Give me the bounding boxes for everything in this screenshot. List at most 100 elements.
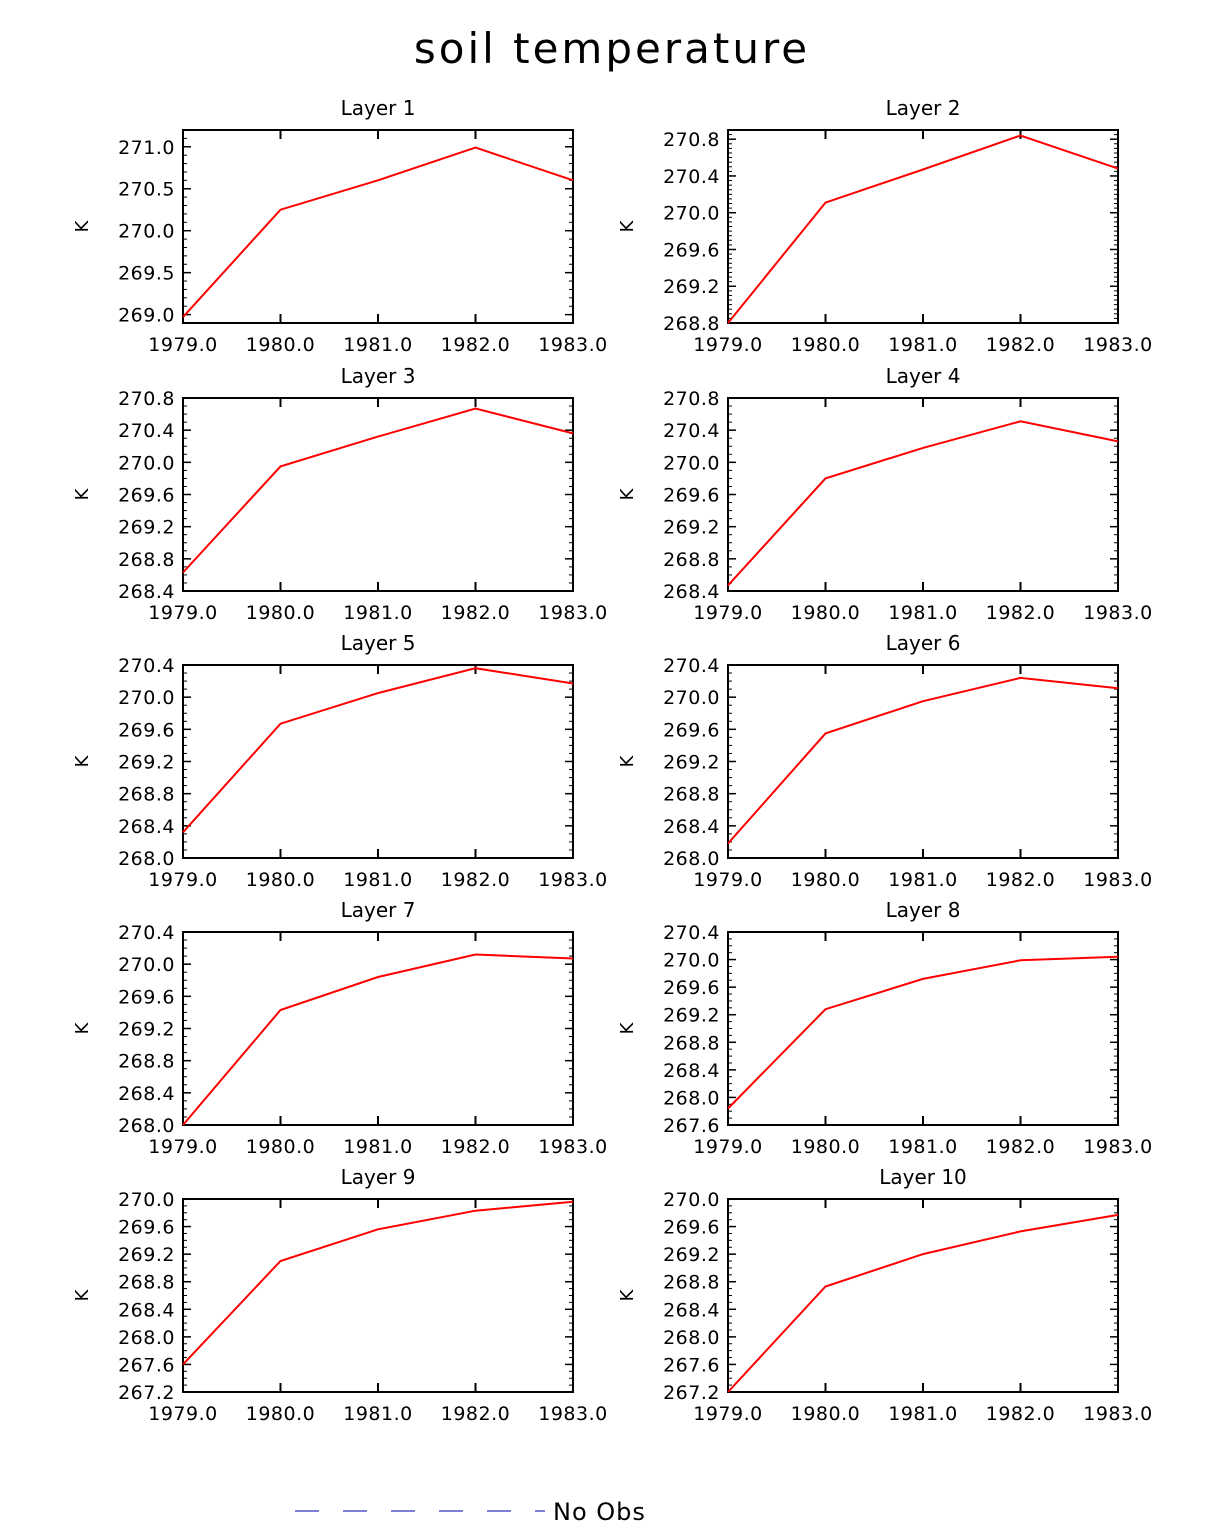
x-tick-label: 1980.0 [791,602,860,624]
y-axis-label: K [617,754,638,767]
panel-layer-5: Layer 5 K 1979.0 1980.0 1981.0 1982.0 1983.0 26… [72,631,607,891]
panel-layer-8: Layer 8 K 1979.0 1980.0 1981.0 1982.0 1983.0 26… [617,898,1152,1158]
y-tick-label: 270.8 [663,129,720,151]
series-line [727,420,1119,587]
y-tick-label: 270.0 [118,221,175,243]
y-tick-label: 269.6 [663,239,720,261]
series-line [727,134,1119,324]
plot-frame [727,129,1119,324]
x-tick-label: 1980.0 [791,1136,860,1158]
x-tick-label: 1983.0 [1083,1403,1152,1425]
panel-title: Layer 6 [886,631,961,655]
y-tick-label: 269.0 [118,305,175,327]
y-tick-label: 269.2 [663,1244,720,1266]
x-tick-label: 1980.0 [246,1403,315,1425]
x-tick-label: 1979.0 [148,334,217,356]
y-tick-label: 270.0 [118,452,175,474]
x-tick-label: 1980.0 [246,602,315,624]
y-tick-label: 269.2 [118,517,175,539]
y-tick-label: 270.0 [663,452,720,474]
y-tick-label: 268.4 [118,1083,175,1105]
x-tick-label: 1979.0 [693,1136,762,1158]
y-tick-label: 267.2 [118,1382,175,1404]
y-tick-label: 270.4 [118,420,175,442]
x-tick-label: 1982.0 [986,1403,1055,1425]
x-tick-label: 1979.0 [693,334,762,356]
y-tick-label: 267.6 [663,1115,720,1137]
chart-panels: Layer 1 K 1979.0 1980.0 1981.0 1982.0 1983.0 26… [72,96,1152,1425]
panel-layer-7: Layer 7 K 1979.0 1980.0 1981.0 1982.0 1983.0 26… [72,898,607,1158]
y-axis-label: K [72,1288,93,1301]
y-tick-label: 268.0 [663,1087,720,1109]
x-tick-label: 1983.0 [538,602,607,624]
y-axis-label: K [72,219,93,232]
y-tick-label: 268.0 [118,1115,175,1137]
x-tick-label: 1979.0 [693,869,762,891]
y-tick-label: 270.0 [118,954,175,976]
y-tick-label: 268.8 [118,549,175,571]
y-tick-label: 268.4 [663,1060,720,1082]
y-tick-label: 269.2 [663,1005,720,1027]
x-tick-label: 1982.0 [441,602,510,624]
x-tick-label: 1983.0 [538,1136,607,1158]
x-tick-label: 1982.0 [441,334,510,356]
series-line [182,953,574,1126]
x-tick-label: 1979.0 [693,1403,762,1425]
y-tick-label: 270.0 [118,1189,175,1211]
legend-no-obs-label: No Obs [553,1498,646,1522]
y-tick-label: 268.4 [118,1299,175,1321]
y-tick-label: 268.8 [663,549,720,571]
plot-frame [727,1198,1119,1393]
x-tick-label: 1980.0 [791,1403,860,1425]
x-tick-label: 1983.0 [538,869,607,891]
y-tick-label: 270.4 [663,922,720,944]
y-tick-label: 269.2 [118,1244,175,1266]
x-tick-label: 1981.0 [888,1136,957,1158]
y-tick-label: 268.4 [118,816,175,838]
panel-layer-1: Layer 1 K 1979.0 1980.0 1981.0 1982.0 1983.0 26… [72,96,607,356]
y-axis-label: K [617,219,638,232]
figure-title: soil temperature [414,24,810,73]
y-tick-label: 268.0 [118,848,175,870]
y-tick-label: 270.4 [118,922,175,944]
y-tick-label: 268.4 [663,581,720,603]
y-axis-label: K [617,1021,638,1034]
panel-layer-9: Layer 9 K 1979.0 1980.0 1981.0 1982.0 1983.0 26… [72,1165,607,1425]
x-tick-label: 1983.0 [1083,334,1152,356]
y-tick-label: 270.4 [663,166,720,188]
y-tick-label: 270.4 [663,655,720,677]
y-tick-label: 268.8 [663,784,720,806]
y-tick-label: 269.6 [118,986,175,1008]
x-tick-label: 1982.0 [986,1136,1055,1158]
plot-frame [182,1198,574,1393]
y-tick-label: 269.2 [663,517,720,539]
panel-layer-10: Layer 10 K 1979.0 1980.0 1981.0 1982.0 1983.0 2… [617,1165,1152,1425]
panel-layer-4: Layer 4 K 1979.0 1980.0 1981.0 1982.0 1983.0 26… [617,364,1152,624]
plot-frame [182,129,574,324]
y-tick-label: 268.8 [663,313,720,335]
y-axis-label: K [72,1021,93,1034]
y-tick-label: 269.2 [118,1019,175,1041]
panel-title: Layer 8 [886,898,961,922]
x-tick-label: 1979.0 [148,869,217,891]
x-tick-label: 1981.0 [888,1403,957,1425]
y-tick-label: 269.6 [663,719,720,741]
x-tick-label: 1982.0 [441,1403,510,1425]
x-tick-label: 1979.0 [148,1136,217,1158]
plot-frame [182,397,574,592]
y-tick-label: 268.0 [663,1327,720,1349]
y-tick-label: 269.5 [118,263,175,285]
plot-frame [727,931,1119,1126]
x-tick-label: 1979.0 [148,1403,217,1425]
x-tick-label: 1981.0 [888,602,957,624]
y-tick-label: 268.0 [663,848,720,870]
y-tick-label: 269.2 [663,752,720,774]
y-tick-label: 270.0 [663,687,720,709]
y-tick-label: 270.5 [118,179,175,201]
x-tick-label: 1980.0 [791,334,860,356]
panel-title: Layer 7 [341,898,416,922]
y-tick-label: 268.8 [118,1272,175,1294]
y-tick-label: 268.4 [663,816,720,838]
panel-title: Layer 1 [341,96,416,120]
series-line [182,407,574,574]
